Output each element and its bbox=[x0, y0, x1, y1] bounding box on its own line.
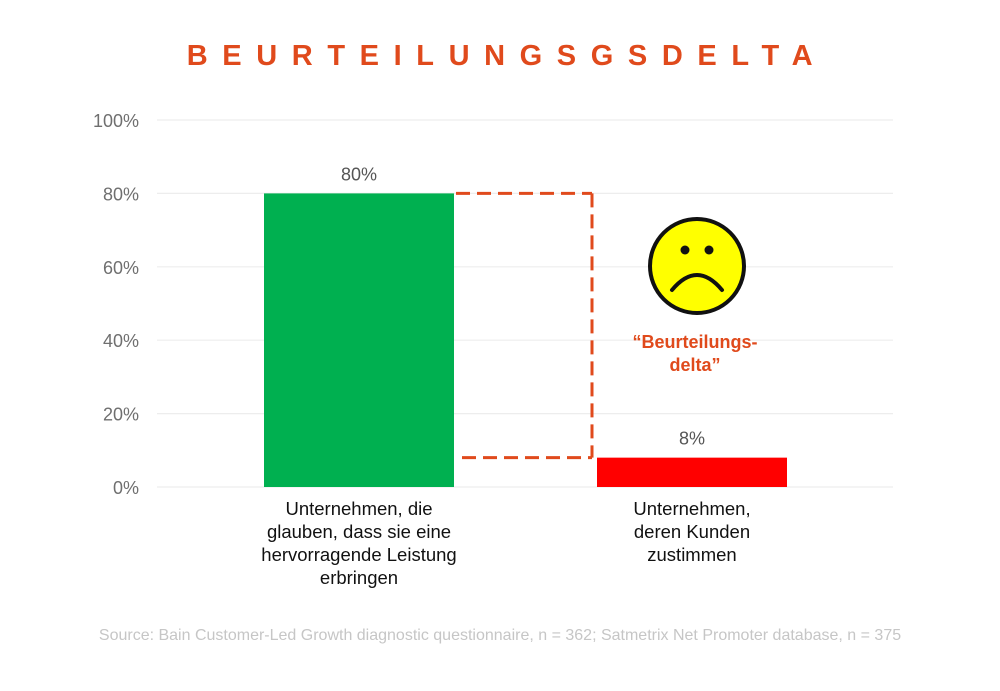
category-label-line: deren Kunden bbox=[633, 521, 751, 542]
sad-face-icon bbox=[648, 217, 746, 315]
category-label-line: glauben, dass sie eine bbox=[266, 521, 452, 542]
bar-0 bbox=[264, 193, 454, 487]
delta-annotation: “Beurteilungs- delta” bbox=[600, 331, 790, 377]
sad-face-mouth bbox=[670, 273, 724, 292]
y-tick-label: 100% bbox=[93, 111, 139, 131]
y-tick-label: 0% bbox=[113, 478, 139, 498]
bar-1 bbox=[597, 457, 787, 487]
category-label-1: Unternehmen, deren Kunden zustimmen bbox=[562, 497, 822, 566]
source-note: Source: Bain Customer-Led Growth diagnos… bbox=[98, 627, 902, 644]
category-label-0: Unternehmen, die glauben, dass sie eine he… bbox=[229, 497, 489, 589]
delta-annotation-line-2: delta” bbox=[669, 355, 721, 375]
category-label-line: Unternehmen, bbox=[633, 498, 751, 519]
chart-title: BEURTEILUNGSGSDELTA bbox=[186, 40, 828, 72]
y-tick-label: 20% bbox=[103, 405, 139, 425]
value-label-0: 80% bbox=[341, 164, 377, 184]
category-label-line: hervorragende Leistung bbox=[261, 544, 457, 565]
sad-face-left-eye bbox=[680, 245, 690, 255]
sad-face-right-eye bbox=[704, 245, 714, 255]
y-tick-label: 60% bbox=[103, 258, 139, 278]
category-label-line: zustimmen bbox=[647, 544, 737, 565]
y-tick-label: 40% bbox=[103, 331, 139, 351]
category-label-line: erbringen bbox=[319, 567, 399, 588]
category-label-line: Unternehmen, die bbox=[285, 498, 433, 519]
delta-annotation-line-1: “Beurteilungs- bbox=[632, 332, 758, 352]
y-tick-label: 80% bbox=[103, 184, 139, 204]
value-label-1: 8% bbox=[679, 429, 705, 449]
